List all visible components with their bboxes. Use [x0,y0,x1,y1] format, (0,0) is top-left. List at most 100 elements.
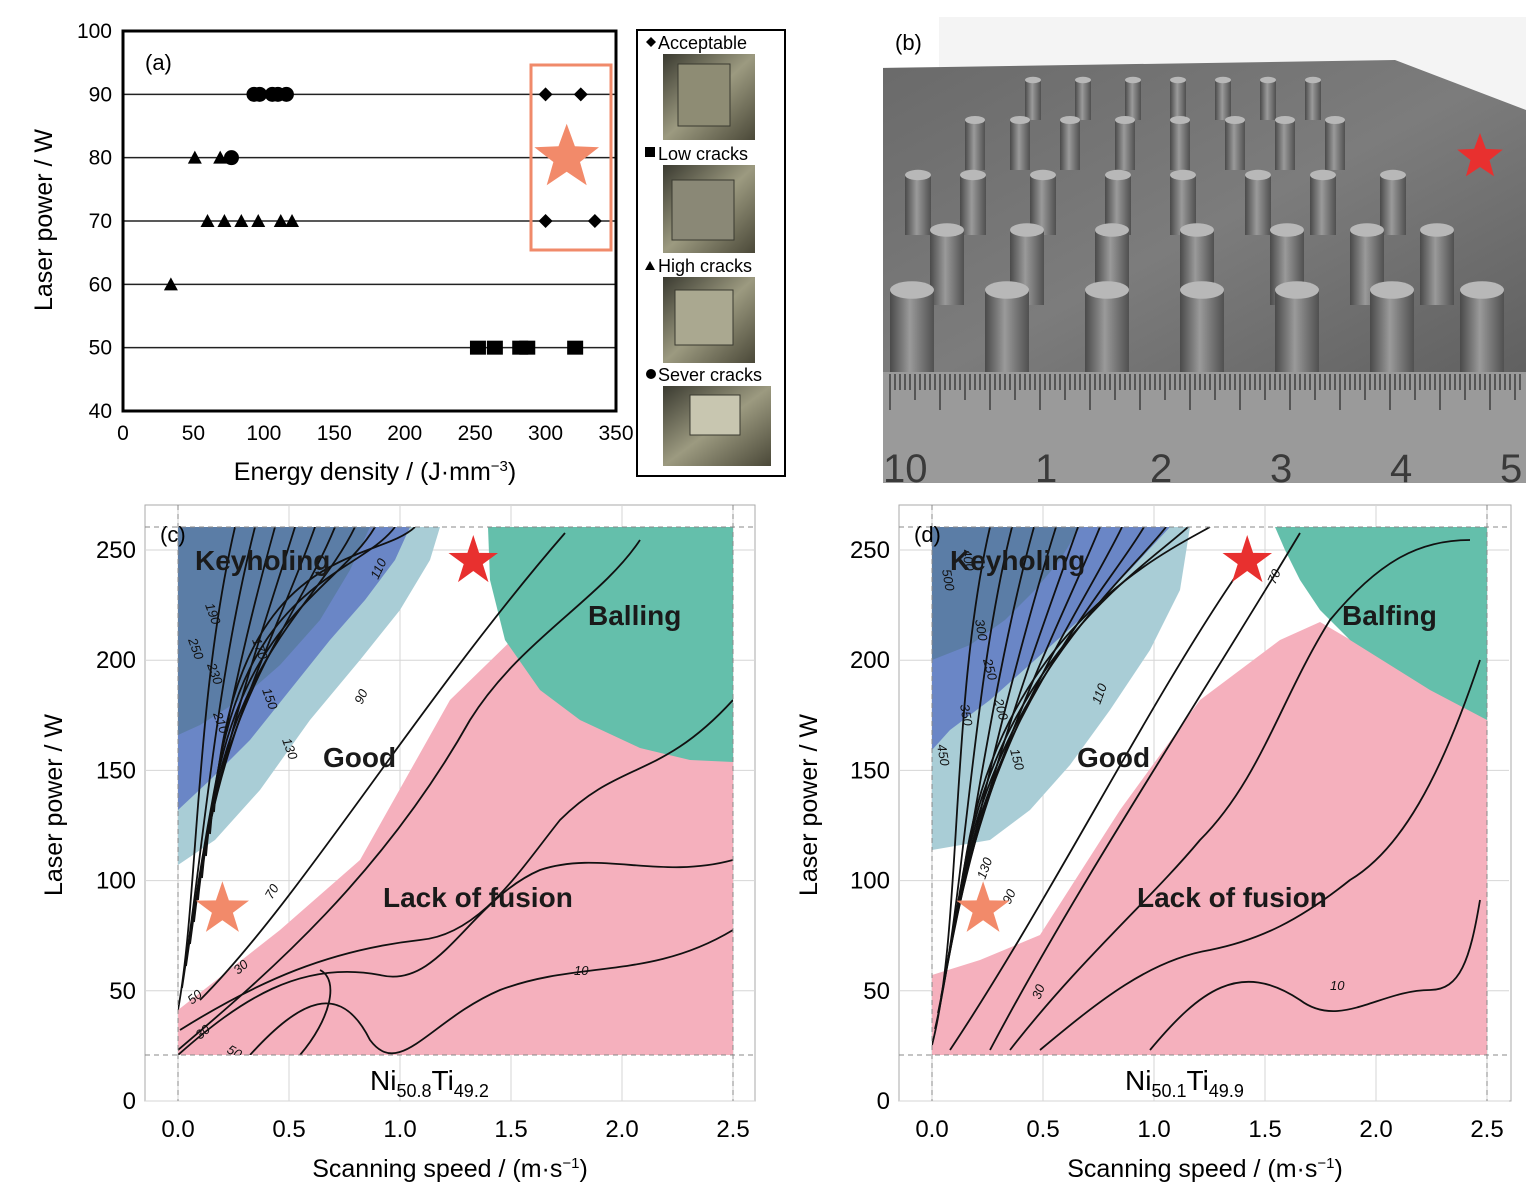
legend-high-cracks: High cracks [645,256,755,363]
orange-star-marker [534,123,599,186]
sample-pillar-top [960,169,986,181]
photo-label-box [883,17,939,67]
data-point-sever-cracks [278,86,294,102]
balling-region [1275,527,1487,720]
data-point-acceptable [587,214,602,228]
contour-label: 70 [1264,566,1284,586]
sample-pillar-top [1105,169,1131,181]
legend-label-low-cracks: Low cracks [658,144,748,164]
sample-pillar [930,230,964,305]
sample-pillar [1380,175,1406,235]
x-tick-label: 0 [117,422,129,445]
legend-acceptable: Acceptable [646,33,755,140]
x-tick-label: 2.0 [1359,1116,1392,1143]
sample-pillar-top [1180,281,1224,299]
contour-label: 450 [934,743,953,768]
sample-pillar [1310,175,1336,235]
contour-line [961,527,1211,886]
legend-label-sever-cracks: Sever cracks [658,365,762,385]
ruler-number-2: 2 [1150,447,1172,491]
sample-pillar-top [1350,223,1384,237]
red-star-marker [1457,133,1503,177]
sample-pillar [1420,230,1454,305]
x-tick-label: 2.0 [605,1116,638,1143]
sample-pillar [1325,120,1345,170]
panel-a-x-axis-label: Energy density / (J·mm−3) [234,458,516,486]
contour-label: 10 [574,963,589,978]
region-good: Good [323,742,396,773]
data-point-low-cracks [469,340,486,355]
balling-region [488,527,733,762]
panel-d-regions [932,527,1487,1055]
region-keyholing: Keyholing [195,545,330,576]
sample-pillar [1170,120,1190,170]
ruler-number-4: 4 [1390,447,1412,491]
sample-photo-sever-cracks-face [689,394,741,436]
contour-line [949,569,1241,1051]
data-point-high-cracks [273,214,288,227]
x-tick-label: 0.0 [915,1116,948,1143]
data-point-high-cracks [251,214,266,227]
sample-pillar-top [930,223,964,237]
contour-line [178,539,641,1051]
x-tick-label: 1.5 [1248,1116,1281,1143]
panel-c-ticks: 0.0 0.5 1.0 1.5 2.0 2.5 0 50 100 150 200 250 [96,537,750,1143]
y-tick-label: 250 [96,537,136,564]
data-point-acceptable [538,87,553,102]
contour-label: 150 [259,686,281,712]
contour-line [1009,539,1471,1051]
ruler-number-0: 10 [883,447,928,491]
panel-b-photo: (b) 10 1 2 3 4 5 [883,17,1526,491]
sample-pillar [1075,80,1091,120]
contour-label: 200 [991,696,1012,723]
contour-line [178,859,733,1055]
legend-label-acceptable: Acceptable [658,33,747,53]
sample-pillar [1275,290,1319,375]
data-point-low-cracks [519,340,536,355]
contour-label: 150 [1007,747,1027,773]
sample-pillars [890,76,1504,375]
sample-pillar-top [1180,223,1214,237]
panel-b-label: (b) [895,30,922,55]
contour-label: 110 [1089,681,1110,706]
sample-pillar-top [965,116,985,124]
contour-label: 400 [959,548,978,573]
x-tick-label: 0.5 [272,1116,305,1143]
panel-a-y-axis-label: Laser power / W [30,129,58,311]
panel-a-markers [163,86,602,355]
panel-a-label: (a) [145,50,172,75]
orange-star-marker [195,881,249,932]
sample-pillar-top [1170,116,1190,124]
contour-label: 350 [957,703,976,728]
data-point-high-cracks [234,214,249,227]
region-keyholing: Keyholing [950,545,1085,576]
y-tick-label: 250 [850,537,890,564]
acceptable-highlight-box [529,63,613,252]
keyhole-dark-region [932,527,1080,660]
contour-line [249,929,733,1055]
sample-pillar-top [1225,116,1245,124]
sample-photo-low-cracks-face [671,179,735,241]
y-tick-label: 150 [96,757,136,784]
sample-pillar [1085,290,1129,375]
diamond-icon [646,37,656,47]
contour-label: 130 [974,855,996,881]
sample-pillar [985,290,1029,375]
panel-a-legend: Acceptable Low cracks High cracks Sever … [636,29,786,477]
legend-sever-cracks: Sever cracks [646,365,771,466]
x-tick-label: 100 [246,422,281,445]
panel-d-ticks: 0.0 0.5 1.0 1.5 2.0 2.5 0 50 100 150 200 250 [850,537,1504,1143]
y-tick-label: 40 [89,400,112,423]
x-tick-label: 200 [387,422,422,445]
contour-line [209,527,396,835]
data-point-sever-cracks [223,150,239,166]
sample-pillar-top [1380,169,1406,181]
sample-pillar-top [1325,116,1345,124]
y-tick-label: 200 [850,647,890,674]
x-tick-label: 300 [528,422,563,445]
data-point-acceptable [538,214,553,228]
